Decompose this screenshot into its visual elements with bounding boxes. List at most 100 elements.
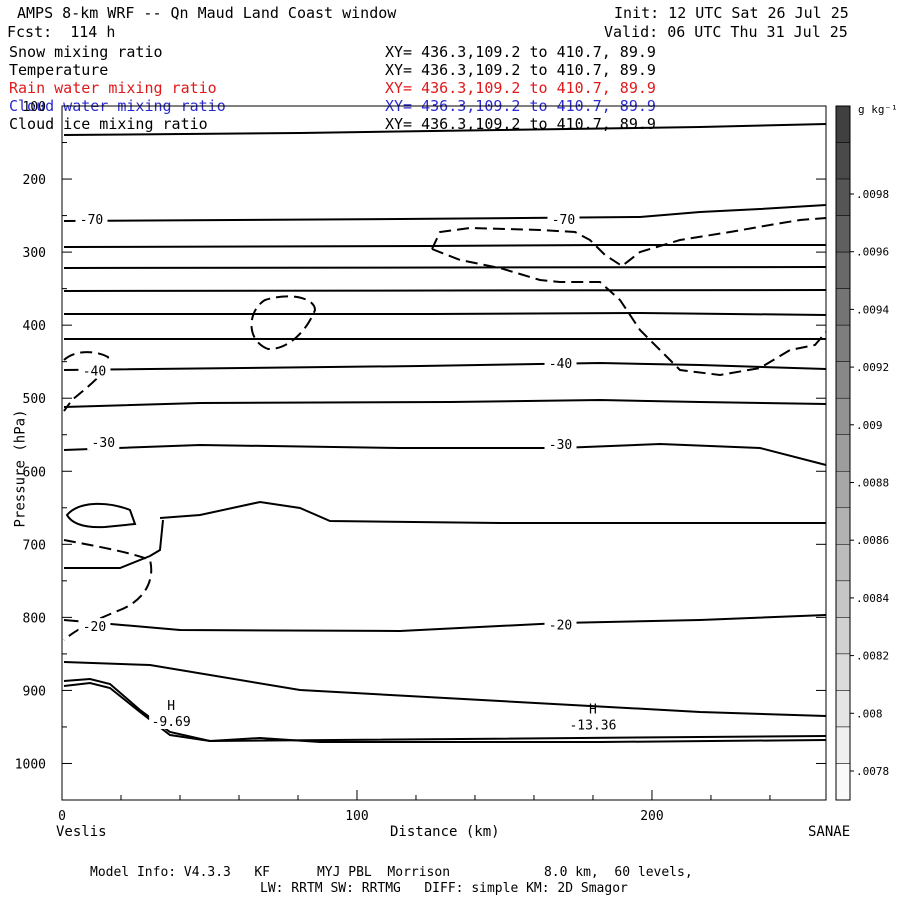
contour-label-mask-3 (544, 355, 577, 372)
plot-frame (61, 105, 827, 801)
y-tick-label-600: 600 (23, 465, 46, 480)
colorbar-swatch-5 (835, 288, 851, 326)
colorbar-label-10: .0098 (856, 188, 889, 201)
field-name-snow: Snow mixing ratio (9, 43, 163, 61)
colorbar-label-1: .008 (856, 707, 883, 720)
colorbar-frame (835, 105, 851, 801)
closed-contour-left (65, 502, 137, 529)
isotherm-340 (63, 289, 827, 292)
colorbar: .0078 .008 .0082 .0084 .0086 .0088 .009 .0092 .0… (835, 105, 889, 801)
colorbar-label-8: .0094 (856, 303, 889, 316)
field-name-cloud-ice: Cloud ice mixing ratio (9, 115, 208, 133)
contour-label-mask-0 (75, 211, 108, 228)
contour-label-mask-1 (547, 211, 580, 228)
x-tick-label-100: 100 (345, 809, 368, 824)
colorbar-swatch-3 (835, 215, 851, 253)
colorbar-label-0: .0078 (856, 765, 889, 778)
colorbar-swatch-1 (835, 142, 851, 180)
colorbar-swatch-15 (835, 653, 851, 691)
contour-label-4: -30 (92, 436, 115, 451)
field-xy-rain: XY= 436.3,109.2 to 410.7, 89.9 (385, 79, 656, 97)
y-tick-label-800: 800 (23, 611, 46, 626)
x-endpoint-left: Veslis (56, 824, 107, 840)
y-tick-label-700: 700 (23, 538, 46, 553)
contour-label-1: -70 (552, 213, 575, 228)
y-tick-label-300: 300 (23, 246, 46, 261)
temperature-contours (63, 123, 827, 743)
colorbar-label-2: .0082 (856, 650, 889, 663)
snow-contour-left-small (63, 351, 110, 412)
isotherm-890a (63, 677, 827, 743)
contour-label-mask-7 (544, 616, 577, 633)
isotherm-360 (64, 311, 827, 316)
snow-contour-lower (431, 248, 827, 377)
contour-label-mask-2 (78, 362, 111, 379)
isotherm-300 (63, 244, 826, 248)
high-value-mask-1 (570, 717, 617, 733)
colorbar-label-6: .009 (856, 419, 883, 432)
chart-title: AMPS 8-km WRF -- Qn Maud Land Coast wind… (17, 4, 397, 22)
colorbar-swatch-2 (835, 178, 851, 216)
contour-label-5: -30 (549, 438, 572, 453)
colorbar-swatch-7 (835, 361, 851, 399)
snow-contour-upper (431, 217, 827, 268)
x-endpoint-right: SANAE (808, 824, 851, 840)
y-axis-title: Pressure (hPa) (12, 409, 29, 528)
forecast-hour: Fcst: 114 h (7, 23, 116, 41)
colorbar-swatch-18 (835, 763, 851, 801)
colorbar-label-9: .0096 (856, 246, 889, 259)
contour-label-mask-6 (78, 618, 111, 635)
field-name-temperature: Temperature (9, 61, 109, 79)
high-marker-0: H (167, 699, 175, 714)
high-value-mask-0 (149, 713, 196, 729)
colorbar-swatch-17 (835, 726, 851, 764)
x-tick-label-0: 0 (58, 809, 66, 824)
y-tick-label-400: 400 (23, 319, 46, 334)
contour-label-0: -70 (80, 213, 103, 228)
colorbar-swatch-12 (835, 544, 851, 582)
chart-labels: 100 200 300 400 500 600 700 800 900 1000 0 100 200 -7… (15, 100, 664, 824)
contour-label-6: -20 (83, 620, 106, 635)
colorbar-label-5: .0088 (856, 477, 889, 490)
isotherm-860 (63, 661, 827, 717)
valid-time: Valid: 06 UTC Thu 31 Jul 25 (604, 23, 848, 41)
y-tick-label-100: 100 (23, 100, 46, 115)
y-tick-label-500: 500 (23, 392, 46, 407)
init-time: Init: 12 UTC Sat 26 Jul 25 (614, 4, 849, 22)
colorbar-swatch-4 (835, 251, 851, 289)
contour-label-3: -40 (549, 357, 572, 372)
colorbar-swatch-16 (835, 690, 851, 728)
isotherm-890b (63, 681, 211, 742)
colorbar-swatch-8 (835, 397, 851, 435)
isotherm-bottom (209, 736, 827, 743)
field-xy-snow: XY= 436.3,109.2 to 410.7, 89.9 (385, 43, 656, 61)
contour-label-mask-4 (87, 434, 120, 451)
field-name-rain: Rain water mixing ratio (9, 79, 217, 97)
colorbar-label-7: .0092 (856, 361, 889, 374)
isotherm-minus-30 (63, 442, 827, 466)
x-axis-title: Distance (km) (390, 824, 500, 840)
y-tick-label-200: 200 (23, 173, 46, 188)
colorbar-swatch-13 (835, 580, 851, 618)
colorbar-label-3: .0084 (856, 592, 889, 605)
colorbar-label-4: .0086 (856, 534, 889, 547)
colorbar-swatch-10 (835, 471, 851, 509)
isotherm-730 (64, 519, 164, 569)
isotherm-505 (63, 398, 827, 408)
colorbar-units: g kg⁻¹ (858, 103, 898, 116)
isotherm-minus-70 (63, 204, 827, 222)
high-value-0: -9.69 (152, 715, 191, 730)
y-tick-label-900: 900 (23, 684, 46, 699)
isotherm-top (63, 123, 827, 136)
colorbar-swatch-14 (835, 617, 851, 655)
model-info-line2: LW: RRTM SW: RRTMG DIFF: simple KM: 2D S… (260, 881, 628, 896)
isotherm-minus-40 (63, 361, 827, 371)
snow-closed-contour (250, 295, 317, 351)
field-xy-temperature: XY= 436.3,109.2 to 410.7, 89.9 (385, 61, 656, 79)
model-info-line1: Model Info: V4.3.3 KF MYJ PBL Morrison 8… (90, 865, 693, 880)
colorbar-swatch-6 (835, 324, 851, 362)
x-tick-label-200: 200 (640, 809, 663, 824)
high-value-1: -13.36 (569, 719, 616, 734)
axis-ticks (61, 105, 826, 801)
